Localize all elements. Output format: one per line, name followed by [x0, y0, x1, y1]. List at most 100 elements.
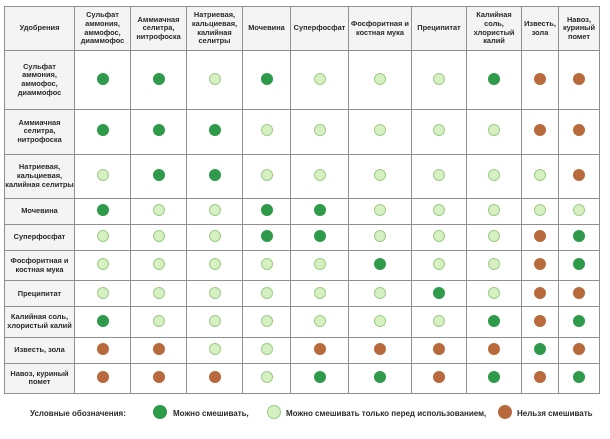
compatibility-cell [348, 280, 412, 308]
status-light-dot [488, 286, 500, 299]
table-row: Мочевина [4, 198, 600, 226]
legend-label-brown: Нельзя смешивать [517, 409, 593, 418]
table-row: Известь, зола [4, 336, 600, 364]
row-header: Калийная соль, хлористый калий [4, 306, 75, 338]
status-brown-dot [208, 371, 221, 383]
status-brown-dot [374, 342, 386, 355]
status-light-dot [433, 230, 445, 243]
row-header: Суперфосфат [4, 224, 75, 252]
status-green-dot [534, 342, 546, 355]
compatibility-cell [348, 50, 412, 110]
status-light-dot [534, 169, 546, 182]
compatibility-cell [521, 153, 559, 200]
compatibility-cell [348, 108, 412, 155]
compatibility-cell [411, 336, 467, 364]
compatibility-cell [411, 362, 467, 395]
status-green-dot [573, 371, 585, 383]
table-row: Натриевая, кальциевая, калийная селитры [4, 153, 600, 200]
table-row: Преципитат [4, 280, 600, 308]
column-header: Преципитат [411, 6, 467, 51]
status-light-dot [260, 258, 273, 271]
compatibility-cell [411, 153, 467, 200]
status-light-dot [374, 286, 386, 299]
row-header: Аммиачная селитра, нитрофоска [4, 108, 75, 155]
compatibility-cell [74, 153, 131, 200]
status-green-dot [208, 169, 221, 182]
row-header: Фосфоритная и костная мука [4, 250, 75, 282]
row-header: Сульфат аммония, аммофос, диаммофос [4, 50, 75, 110]
compatibility-cell [242, 198, 291, 226]
status-green-dot [260, 204, 273, 217]
status-green-dot [313, 204, 326, 217]
row-header: Натриевая, кальциевая, калийная селитры [4, 153, 75, 200]
column-header: Аммиачная селитра, нитрофоска [130, 6, 187, 51]
compatibility-cell [348, 224, 412, 252]
compatibility-cell [521, 336, 559, 364]
legend-label-green: Можно смешивать, [173, 409, 249, 418]
status-light-dot [208, 230, 221, 243]
compatibility-cell [186, 306, 243, 338]
status-light-dot [313, 169, 326, 182]
compatibility-cell [348, 198, 412, 226]
status-green-dot [260, 72, 273, 85]
status-green-dot [374, 371, 386, 383]
status-light-dot [488, 124, 500, 137]
compatibility-cell [466, 250, 522, 282]
legend-title: Условные обозначения: [30, 409, 126, 418]
status-green-dot [96, 204, 109, 217]
status-green-dot [96, 314, 109, 327]
status-light-dot [433, 258, 445, 271]
compatibility-cell [411, 250, 467, 282]
compatibility-cell [290, 250, 349, 282]
status-brown-dot [488, 342, 500, 355]
compatibility-cell [74, 108, 131, 155]
compatibility-cell [466, 362, 522, 395]
status-green-dot [573, 230, 585, 243]
compatibility-cell [74, 362, 131, 395]
status-brown-dot [433, 371, 445, 383]
compatibility-cell [466, 280, 522, 308]
compatibility-cell [290, 153, 349, 200]
status-light-dot [488, 169, 500, 182]
compatibility-cell [521, 280, 559, 308]
column-header: Известь, зола [521, 6, 559, 51]
compatibility-cell [558, 306, 600, 338]
column-header: Калийная соль, хлористый калий [466, 6, 522, 51]
status-light-dot [260, 286, 273, 299]
status-light-dot [433, 169, 445, 182]
compatibility-cell [558, 362, 600, 395]
compatibility-cell [521, 362, 559, 395]
compatibility-cell [130, 280, 187, 308]
compatibility-cell [186, 153, 243, 200]
column-header: Натриевая, кальциевая, калийная селитры [186, 6, 243, 51]
status-light-dot [260, 124, 273, 137]
compatibility-cell [290, 108, 349, 155]
compatibility-cell [74, 50, 131, 110]
compatibility-cell [558, 336, 600, 364]
compatibility-cell [521, 306, 559, 338]
column-header: Сульфат аммония, аммофос, диаммофос [74, 6, 131, 51]
status-brown-dot [534, 72, 546, 85]
column-header: Навоз, куриный помет [558, 6, 600, 51]
status-light-dot [208, 72, 221, 85]
compatibility-table: Удобрения Сульфат аммония, аммофос, диам… [4, 6, 600, 395]
compatibility-cell [74, 198, 131, 226]
compatibility-cell [290, 336, 349, 364]
compatibility-cell [74, 336, 131, 364]
status-green-dot [488, 314, 500, 327]
compatibility-cell [130, 250, 187, 282]
compatibility-cell [411, 224, 467, 252]
status-light-dot [152, 204, 165, 217]
compatibility-cell [521, 198, 559, 226]
legend-label-light: Можно смешивать только перед использован… [286, 409, 487, 418]
row-header: Известь, зола [4, 336, 75, 364]
status-green-dot [152, 72, 165, 85]
status-brown-dot [573, 169, 585, 182]
compatibility-cell [290, 224, 349, 252]
compatibility-cell [558, 50, 600, 110]
status-light-dot [313, 286, 326, 299]
compatibility-cell [558, 153, 600, 200]
compatibility-cell [558, 250, 600, 282]
column-header: Суперфосфат [290, 6, 349, 51]
compatibility-cell [558, 224, 600, 252]
